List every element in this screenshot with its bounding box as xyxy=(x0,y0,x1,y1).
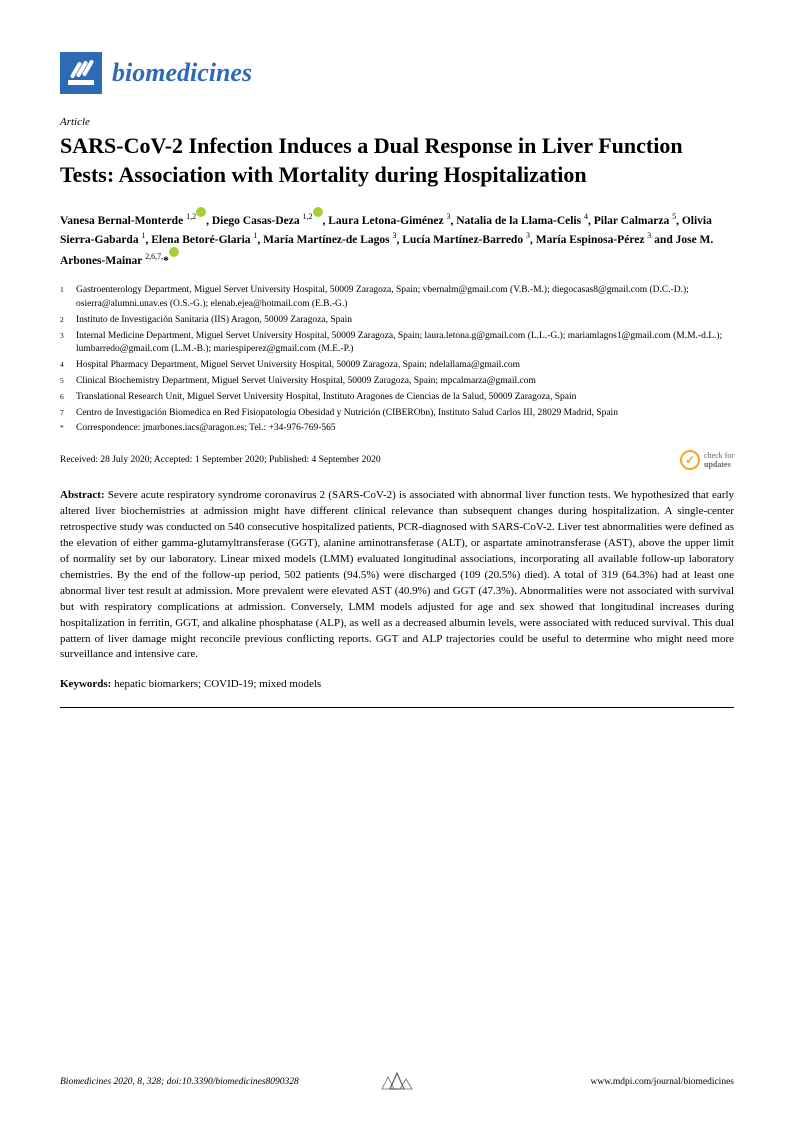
keywords-text: hepatic biomarkers; COVID-19; mixed mode… xyxy=(114,678,321,690)
affil-row: *Correspondence: jmarbones.iacs@aragon.e… xyxy=(60,422,734,436)
check-updates-icon: ✓ xyxy=(680,450,700,470)
affil-num: 5 xyxy=(60,375,76,389)
page-footer: Biomedicines 2020, 8, 328; doi:10.3390/b… xyxy=(60,1077,734,1087)
affil-num: 3 xyxy=(60,330,76,358)
affiliations-list: 1Gastroenterology Department, Miguel Ser… xyxy=(60,284,734,436)
affil-num: 2 xyxy=(60,314,76,328)
abstract-text: Severe acute respiratory syndrome corona… xyxy=(60,489,734,660)
authors-list: Vanesa Bernal-Monterde 1,2, Diego Casas-… xyxy=(60,209,734,270)
pub-dates: Received: 28 July 2020; Accepted: 1 Sept… xyxy=(60,455,381,465)
article-title: SARS-CoV-2 Infection Induces a Dual Resp… xyxy=(60,132,734,189)
affil-text: Hospital Pharmacy Department, Miguel Ser… xyxy=(76,359,734,373)
affil-text: Clinical Biochemistry Department, Miguel… xyxy=(76,375,734,389)
updates-text1: check for xyxy=(704,451,734,460)
footer-url: www.mdpi.com/journal/biomedicines xyxy=(591,1077,734,1087)
abstract-label: Abstract: xyxy=(60,489,105,501)
affil-num: 6 xyxy=(60,391,76,405)
affil-row: 4Hospital Pharmacy Department, Miguel Se… xyxy=(60,359,734,373)
affil-row: 1Gastroenterology Department, Miguel Ser… xyxy=(60,284,734,312)
affil-text: Translational Research Unit, Miguel Serv… xyxy=(76,391,734,405)
dates-row: Received: 28 July 2020; Accepted: 1 Sept… xyxy=(60,450,734,470)
affil-num: * xyxy=(60,422,76,436)
affil-text: Internal Medicine Department, Miguel Ser… xyxy=(76,330,734,358)
check-updates-badge[interactable]: ✓ check for updates xyxy=(680,450,734,470)
affil-num: 1 xyxy=(60,284,76,312)
affil-row: 5Clinical Biochemistry Department, Migue… xyxy=(60,375,734,389)
affil-text: Correspondence: jmarbones.iacs@aragon.es… xyxy=(76,422,734,436)
affil-text: Centro de Investigación Biomedica en Red… xyxy=(76,407,734,421)
footer-citation: Biomedicines 2020, 8, 328; doi:10.3390/b… xyxy=(60,1077,299,1087)
abstract-block: Abstract: Severe acute respiratory syndr… xyxy=(60,488,734,663)
affil-num: 7 xyxy=(60,407,76,421)
affil-row: 7Centro de Investigación Biomedica en Re… xyxy=(60,407,734,421)
updates-text2: updates xyxy=(704,460,734,469)
journal-logo-icon xyxy=(60,52,102,94)
affil-row: 3Internal Medicine Department, Miguel Se… xyxy=(60,330,734,358)
affil-text: Gastroenterology Department, Miguel Serv… xyxy=(76,284,734,312)
journal-header: biomedicines xyxy=(60,52,734,94)
journal-name: biomedicines xyxy=(112,58,252,88)
affil-row: 6Translational Research Unit, Miguel Ser… xyxy=(60,391,734,405)
affil-row: 2Instituto de Investigación Sanitaria (I… xyxy=(60,314,734,328)
affil-num: 4 xyxy=(60,359,76,373)
affil-text: Instituto de Investigación Sanitaria (II… xyxy=(76,314,734,328)
keywords-block: Keywords: hepatic biomarkers; COVID-19; … xyxy=(60,677,734,707)
keywords-label: Keywords: xyxy=(60,678,111,690)
article-type: Article xyxy=(60,116,734,128)
